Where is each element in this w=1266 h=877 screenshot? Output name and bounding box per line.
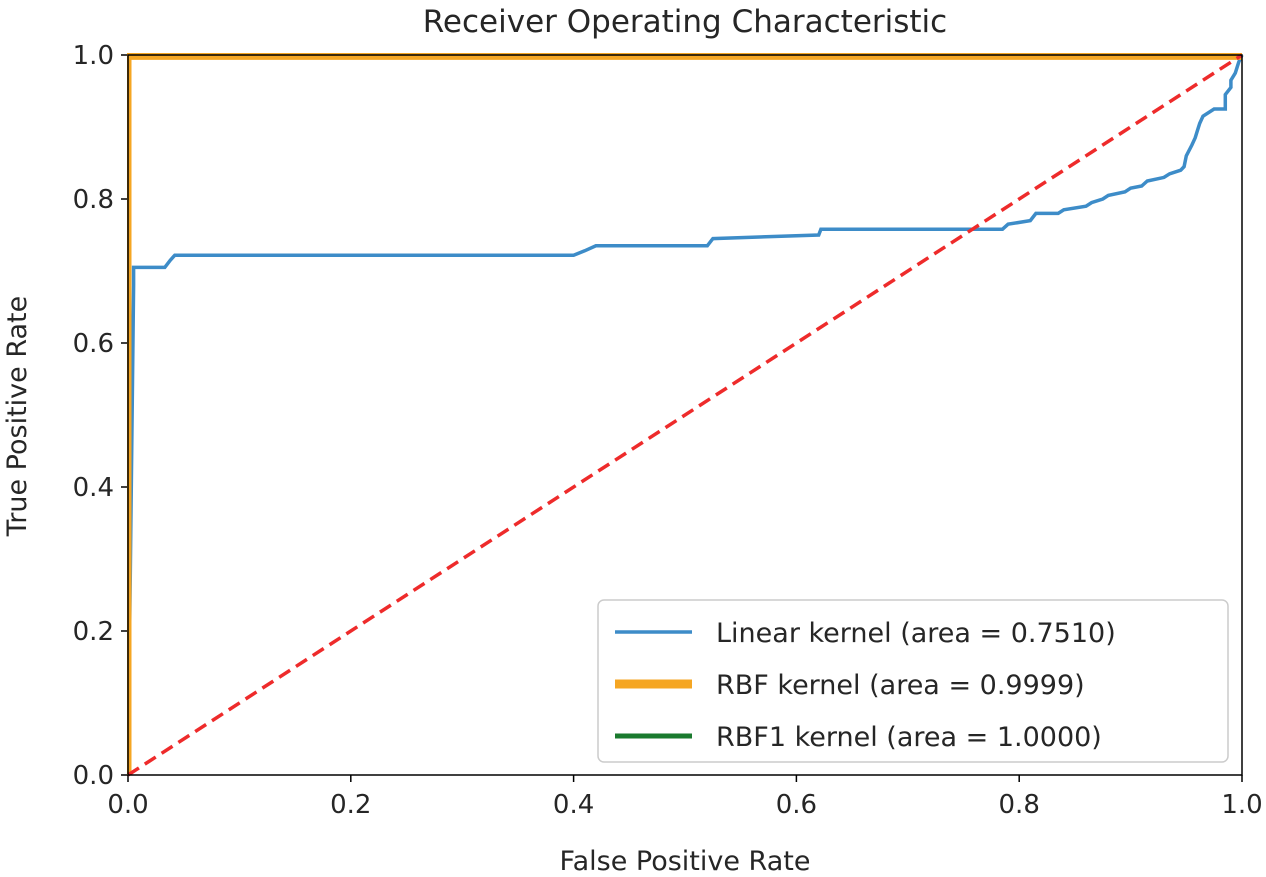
y-tick-label: 0.8 <box>73 185 114 215</box>
reference-diagonal-line <box>127 53 1243 777</box>
x-tick-label: 0.6 <box>776 790 817 820</box>
legend-box <box>597 599 1229 763</box>
y-tick-label: 0.4 <box>73 473 114 503</box>
x-tick-label: 0.0 <box>107 790 148 820</box>
legend: Linear kernel (area = 0.7510) RBF kernel … <box>597 599 1229 763</box>
legend-label: RBF1 kernel (area = 1.0000) <box>716 722 1102 753</box>
series-line-0 <box>127 54 1244 776</box>
axis-ticks: 0.0 0.2 0.4 0.6 0.8 1.0 0.0 0.2 0.4 0.6 0.8 1.0 <box>73 41 1263 820</box>
plot-frame <box>127 54 1243 776</box>
chart-title: Receiver Operating Characteristic <box>423 4 947 40</box>
legend-label: RBF kernel (area = 0.9999) <box>716 670 1085 701</box>
x-tick-label: 0.2 <box>330 790 371 820</box>
y-tick-label: 0.6 <box>73 329 114 359</box>
y-tick-label: 0.2 <box>73 617 114 647</box>
legend-label: Linear kernel (area = 0.7510) <box>716 618 1116 649</box>
x-axis-label: False Positive Rate <box>560 846 811 877</box>
y-tick-label: 0.0 <box>73 761 114 791</box>
x-tick-label: 0.4 <box>553 790 594 820</box>
x-tick-label: 1.0 <box>1221 790 1262 820</box>
y-tick-label: 1.0 <box>73 41 114 71</box>
y-axis-label: True Positive Rate <box>2 296 33 538</box>
x-tick-label: 0.8 <box>999 790 1040 820</box>
